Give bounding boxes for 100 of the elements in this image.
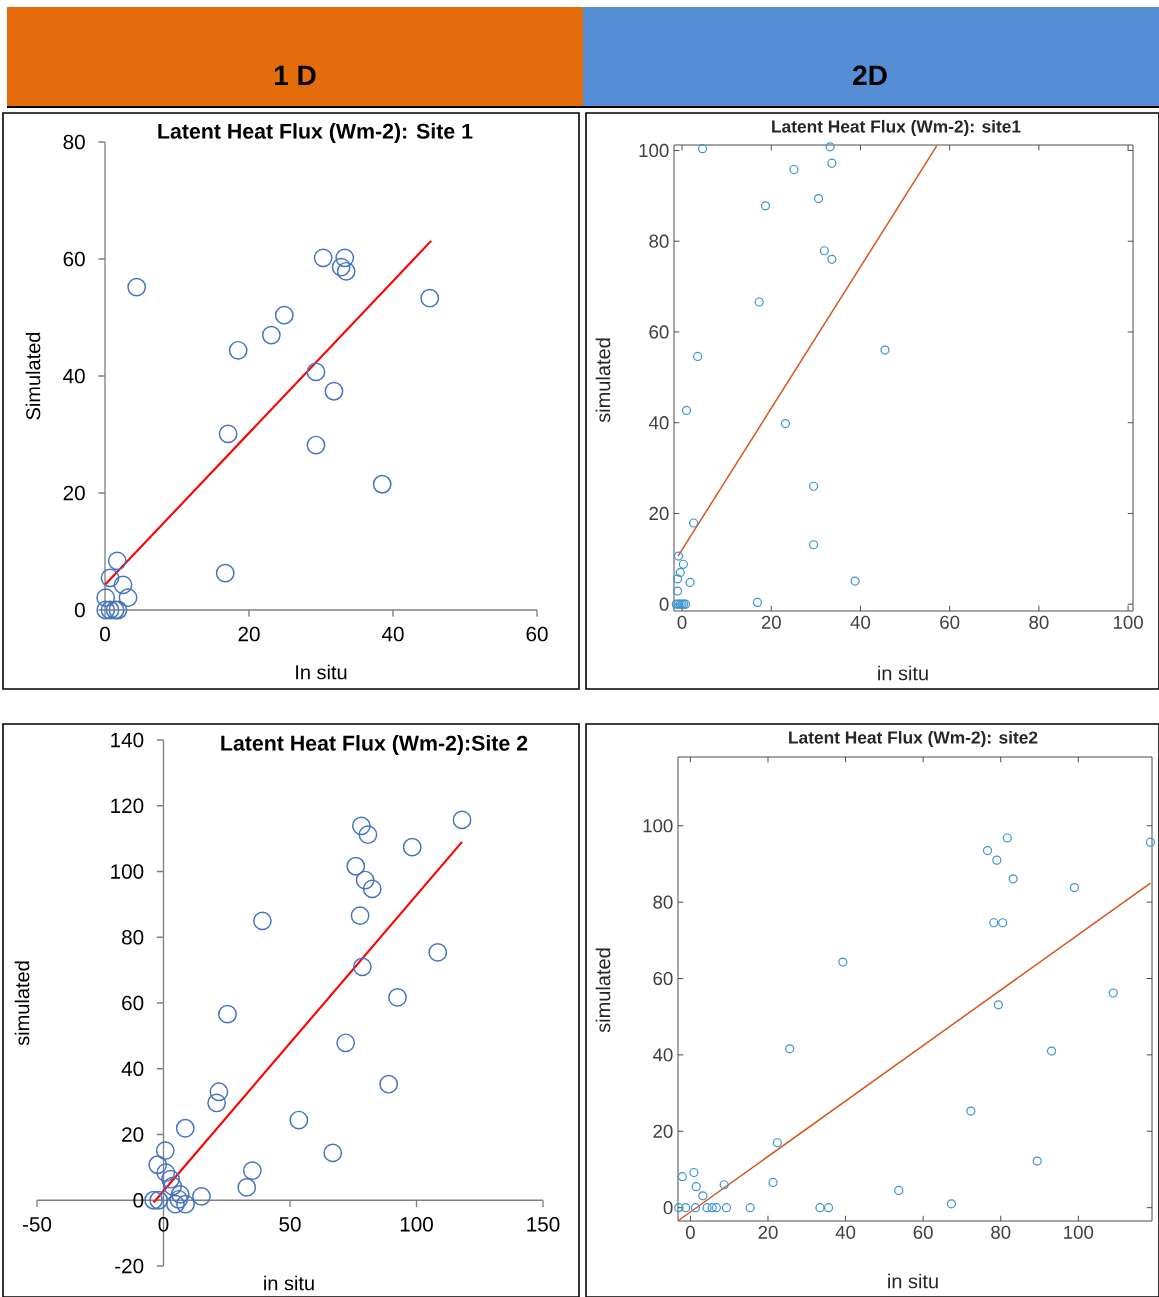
x-tick-label: 100 — [1064, 1225, 1094, 1239]
chart-title: Latent Heat Flux (Wm-2):Site 2 — [221, 735, 528, 755]
point — [351, 816, 371, 836]
point — [428, 942, 448, 962]
point — [148, 1155, 168, 1175]
x-tick-label: 100 — [1113, 615, 1143, 629]
point — [719, 1180, 729, 1190]
point — [815, 1203, 825, 1213]
point — [331, 257, 351, 277]
x-tick-label: 20 — [238, 626, 260, 642]
point — [274, 305, 294, 325]
point — [96, 588, 116, 608]
point — [352, 957, 372, 977]
point — [693, 351, 703, 362]
point — [218, 1004, 237, 1024]
y-tick-label: 60 — [122, 995, 144, 1011]
y-tick-label: 0 — [74, 602, 85, 618]
y-tick-label: 100 — [639, 143, 669, 158]
point — [420, 288, 440, 308]
point — [323, 1143, 343, 1163]
x-tick-label: 40 — [850, 615, 871, 629]
y-tick-label: 140 — [111, 732, 144, 748]
y-tick-label: 60 — [649, 325, 669, 339]
point — [989, 918, 999, 928]
text: 2D — [853, 65, 887, 86]
point — [253, 911, 272, 931]
point — [261, 325, 281, 345]
point — [155, 1141, 175, 1161]
point — [346, 856, 366, 876]
point — [752, 597, 763, 607]
point — [675, 567, 685, 578]
point — [306, 435, 326, 455]
point — [1002, 833, 1012, 843]
point — [673, 551, 684, 561]
point — [362, 879, 382, 899]
point — [674, 1203, 684, 1213]
y-tick-label: 40 — [652, 1048, 673, 1062]
point — [702, 1203, 712, 1213]
point — [144, 1190, 164, 1210]
x-tick-label: 20 — [761, 615, 781, 629]
point — [685, 577, 695, 588]
point — [823, 1203, 834, 1213]
point — [689, 1167, 699, 1178]
point — [335, 248, 355, 268]
y-tick-label: 20 — [122, 1127, 144, 1142]
point — [313, 248, 333, 268]
chart-title: Latent Heat Flux (Wm-2): site2 — [789, 730, 1038, 748]
y-axis-title: Simulated — [25, 332, 41, 420]
point — [992, 855, 1002, 865]
point — [156, 1163, 176, 1183]
x-tick-label: 0 — [677, 615, 687, 629]
y-tick-label: 40 — [63, 368, 85, 384]
point — [880, 345, 890, 355]
y-tick-label: 20 — [63, 485, 85, 501]
x-tick-label: 150 — [527, 1216, 560, 1232]
y-tick-label: -20 — [115, 1258, 144, 1274]
chart-title: Latent Heat Flux (Wm-2): site1 — [772, 119, 1021, 137]
point — [163, 1176, 183, 1196]
point — [192, 1186, 211, 1206]
text: 1 D — [274, 65, 316, 86]
point — [306, 362, 326, 382]
x-tick-label: 20 — [758, 1225, 778, 1239]
y-tick-label: 0 — [659, 597, 669, 611]
point — [697, 144, 708, 154]
x-tick-label: 0 — [685, 1225, 695, 1239]
point — [336, 261, 356, 281]
x-tick-label: -50 — [22, 1216, 52, 1232]
point — [754, 297, 764, 307]
y-tick-label: 80 — [63, 134, 85, 150]
point — [175, 1118, 195, 1138]
point — [819, 246, 829, 256]
point — [402, 837, 422, 857]
point — [721, 1203, 732, 1213]
point — [1032, 1156, 1042, 1166]
point — [809, 481, 819, 491]
x-tick-label: 0 — [158, 1216, 169, 1232]
x-axis-title: in situ — [878, 665, 928, 681]
point — [780, 419, 791, 429]
point — [170, 1184, 190, 1204]
point — [242, 1161, 262, 1181]
point — [209, 1082, 229, 1102]
y-tick-label: 40 — [121, 1061, 144, 1077]
point — [681, 1203, 691, 1213]
point — [289, 1110, 309, 1130]
point — [218, 424, 238, 444]
point — [372, 474, 392, 494]
x-tick-label: 60 — [526, 626, 548, 642]
point — [324, 381, 344, 401]
x-axis-title: in situ — [264, 1275, 314, 1291]
point — [228, 340, 248, 360]
x-axis-title: in situ — [888, 1273, 938, 1289]
y-tick-label: 80 — [649, 234, 669, 248]
point — [350, 906, 370, 925]
y-tick-label: 100 — [111, 864, 144, 879]
x-axis-title: In situ — [296, 664, 347, 680]
y-axis-title: simulated — [14, 961, 30, 1046]
point — [165, 1194, 185, 1214]
point — [772, 1138, 782, 1148]
point — [998, 918, 1008, 928]
point — [237, 1178, 257, 1197]
